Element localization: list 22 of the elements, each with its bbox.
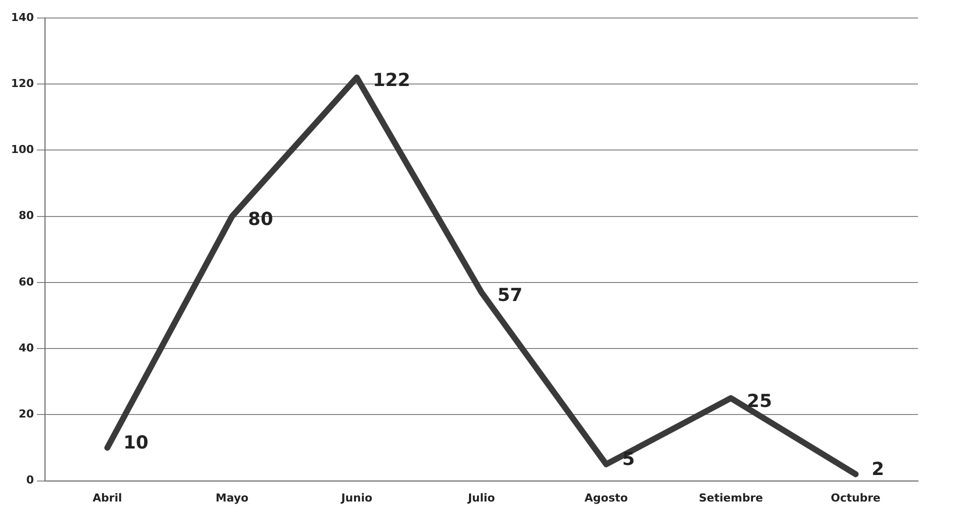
data-label: 122	[372, 70, 410, 92]
data-label: 57	[497, 285, 523, 306]
y-tick-label: 0	[26, 474, 34, 487]
x-tick-label: Mayo	[216, 491, 249, 504]
y-tick-label: 100	[10, 143, 34, 156]
y-tick-label: 20	[18, 408, 34, 421]
x-tick-label: Agosto	[584, 491, 628, 504]
y-tick-label: 80	[18, 209, 34, 222]
y-tick-label: 120	[10, 76, 34, 90]
data-label: 80	[248, 209, 274, 230]
x-tick-label: Abril	[92, 491, 122, 504]
data-label: 5	[622, 448, 635, 470]
data-label: 25	[746, 390, 772, 412]
x-tick-label: Octubre	[830, 491, 881, 504]
x-tick-label: Setiembre	[698, 491, 763, 504]
y-tick-label: 60	[18, 275, 34, 288]
x-tick-label: Julio	[466, 491, 496, 504]
y-tick-label: 40	[18, 341, 34, 354]
x-tick-label: Junio	[340, 491, 373, 504]
data-label: 2	[872, 458, 884, 480]
y-tick-label: 140	[10, 10, 34, 24]
data-label: 10	[123, 432, 148, 454]
